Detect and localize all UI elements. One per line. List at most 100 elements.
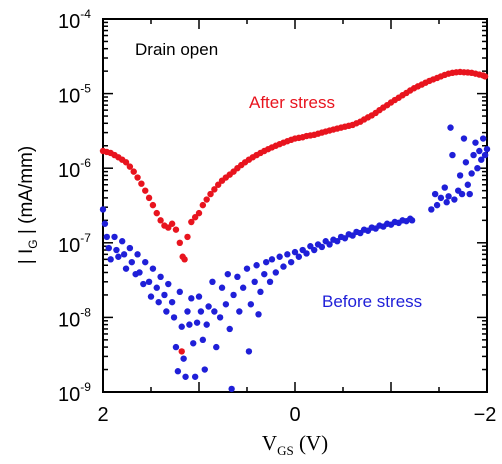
before-stress-point: [191, 373, 199, 380]
before-stress-point: [128, 258, 135, 266]
before-stress-point: [470, 151, 477, 159]
before-stress-point: [186, 321, 193, 328]
before-stress-point: [136, 269, 143, 276]
before-stress-point: [318, 243, 326, 251]
before-stress-point: [178, 323, 185, 330]
before-stress-point: [483, 145, 491, 153]
before-stress-point: [234, 273, 241, 281]
before-stress-point: [209, 278, 216, 286]
y-tick-label: 10-4: [58, 7, 91, 33]
before-stress-point: [236, 308, 243, 315]
before-stress-point: [126, 244, 134, 252]
after-stress-point: [145, 194, 153, 202]
before-stress-point: [190, 340, 197, 347]
before-stress-point: [165, 280, 172, 288]
before-stress-point: [201, 366, 208, 373]
before-stress-point: [276, 253, 283, 260]
before-stress-point: [447, 124, 454, 131]
before-stress-point: [341, 235, 349, 242]
y-tick-labels: 10-410-510-610-710-810-9: [58, 7, 91, 406]
before-stress-point: [468, 170, 475, 177]
y-tick-exponent: -7: [80, 231, 91, 245]
before-stress-point: [142, 258, 149, 266]
after-stress-point: [138, 180, 145, 187]
before-stress-point: [103, 233, 111, 241]
after-stress-point: [207, 190, 214, 198]
x-axis-title-unit: (V): [294, 431, 328, 455]
before-stress-point: [239, 284, 247, 291]
after-stress-point: [184, 233, 191, 241]
after-stress-point: [215, 181, 222, 188]
before-stress-point: [272, 269, 279, 276]
y-tick-exponent: -4: [80, 7, 91, 21]
before-stress-point: [334, 238, 341, 245]
before-stress-point: [253, 262, 260, 269]
series-after-stress: [99, 68, 489, 355]
before-stress-point: [211, 308, 218, 315]
before-stress-point: [119, 238, 126, 245]
before-stress-point: [474, 165, 481, 172]
x-tick-label-2: 2: [97, 404, 108, 426]
x-axis-title-main: V: [262, 431, 277, 455]
before-stress-point: [245, 348, 253, 355]
before-stress-point: [326, 241, 333, 248]
before-stress-point: [145, 278, 153, 286]
before-stress-point: [218, 284, 226, 291]
before-stress-point: [153, 284, 160, 291]
before-stress-point: [280, 263, 287, 270]
before-stress-point: [197, 308, 205, 315]
before-stress-point: [243, 265, 251, 272]
before-stress-point: [257, 288, 264, 296]
after-stress-point: [176, 239, 183, 246]
before-stress-point: [445, 193, 452, 200]
before-stress-point: [261, 270, 268, 278]
y-axis-title-pre: | I: [16, 249, 37, 265]
before-stress-point: [180, 355, 187, 362]
before-stress-point: [226, 325, 233, 333]
before-stress-point: [263, 258, 270, 266]
y-tick-label: 10-9: [58, 380, 91, 406]
y-axis-title: | IG | (mA/mm): [16, 146, 40, 264]
before-stress-point: [184, 308, 191, 315]
after-stress-label: After stress: [249, 93, 335, 112]
series-before-stress: [99, 124, 491, 393]
y-tick-base: 10: [58, 86, 80, 108]
before-stress-point: [195, 293, 203, 300]
before-stress-point: [149, 265, 157, 272]
drain-open-label: Drain open: [135, 40, 218, 59]
after-stress-point: [211, 186, 218, 193]
before-stress-point: [99, 206, 107, 213]
before-stress-point: [428, 206, 435, 213]
after-stress-point: [130, 168, 137, 175]
before-stress-point: [122, 265, 130, 272]
before-stress-point: [431, 190, 439, 198]
x-axis-title-sub: GS: [277, 443, 294, 458]
before-stress-point: [105, 244, 112, 252]
before-stress-point: [174, 368, 182, 375]
after-stress-point: [134, 174, 141, 181]
y-tick-exponent: -6: [80, 156, 91, 170]
before-stress-point: [462, 159, 470, 166]
before-stress-point: [115, 253, 122, 260]
before-stress-point: [170, 314, 178, 321]
before-stress-point: [111, 233, 118, 241]
before-stress-point: [437, 194, 445, 202]
before-stress-point: [255, 311, 262, 318]
y-tick-base: 10: [58, 384, 80, 406]
before-stress-point: [157, 273, 164, 281]
y-axis-title-sub: G: [26, 239, 40, 248]
y-tick-label: 10-6: [58, 156, 91, 182]
before-stress-point: [199, 336, 207, 344]
before-stress-point: [176, 288, 183, 296]
before-stress-point: [230, 291, 237, 299]
y-tick-label: 10-8: [58, 305, 91, 331]
before-stress-point: [224, 270, 231, 278]
x-tick-label-neg2: −2: [474, 404, 497, 426]
before-stress-point: [247, 301, 255, 308]
y-tick-exponent: -9: [80, 380, 91, 394]
before-stress-point: [443, 199, 450, 206]
before-stress-point: [311, 246, 318, 254]
before-stress-point: [291, 248, 299, 256]
y-axis-title-post: | (mA/mm): [16, 146, 37, 240]
after-stress-point: [172, 226, 180, 233]
